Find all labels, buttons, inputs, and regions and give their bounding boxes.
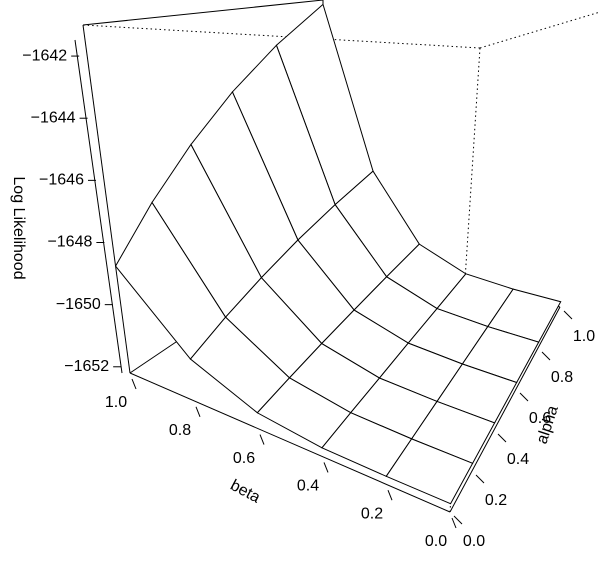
surface-cell <box>385 438 474 505</box>
x-tick-label: 0.6 <box>233 450 255 467</box>
y-tick-label: 0.2 <box>485 492 507 509</box>
y-tick <box>453 515 463 525</box>
y-tick-label: 0.0 <box>463 533 485 550</box>
x-tick-label: 0.4 <box>297 478 319 495</box>
x-tick-label: 1.0 <box>105 394 127 411</box>
x-axis-title: beta <box>227 477 263 507</box>
z-tick-label: −1642 <box>22 47 67 64</box>
z-tick-label: −1648 <box>47 234 92 251</box>
y-tick <box>497 433 507 443</box>
x-tick <box>259 434 265 445</box>
box-edge <box>449 306 561 513</box>
y-tick <box>541 351 551 361</box>
y-tick-label: 0.6 <box>529 410 551 427</box>
x-tick <box>387 490 393 501</box>
x-tick <box>195 406 201 417</box>
x-tick <box>451 517 457 529</box>
z-axis-title: Log Likelihood <box>10 176 27 279</box>
box-edge <box>129 372 451 513</box>
x-tick <box>323 462 329 473</box>
y-tick-label: 0.8 <box>551 369 573 386</box>
x-tick <box>131 378 137 390</box>
box-edge <box>82 24 131 374</box>
x-tick-label: 0.2 <box>361 505 383 522</box>
z-axis <box>74 39 123 374</box>
y-tick <box>519 392 529 402</box>
z-tick-label: −1652 <box>64 358 109 375</box>
box-edge <box>82 24 481 49</box>
y-tick <box>475 474 485 484</box>
y-tick-label: 0.4 <box>507 451 529 468</box>
z-tick-label: −1646 <box>39 172 84 189</box>
z-tick-label: −1644 <box>31 109 76 126</box>
x-tick-label: 0.8 <box>169 422 191 439</box>
y-tick-label: 1.0 <box>573 328 595 345</box>
z-tick-label: −1650 <box>56 296 101 313</box>
box-edge <box>82 0 324 26</box>
y-tick <box>563 310 573 320</box>
x-tick-label: 0.0 <box>425 533 447 550</box>
box-edge <box>479 11 600 49</box>
